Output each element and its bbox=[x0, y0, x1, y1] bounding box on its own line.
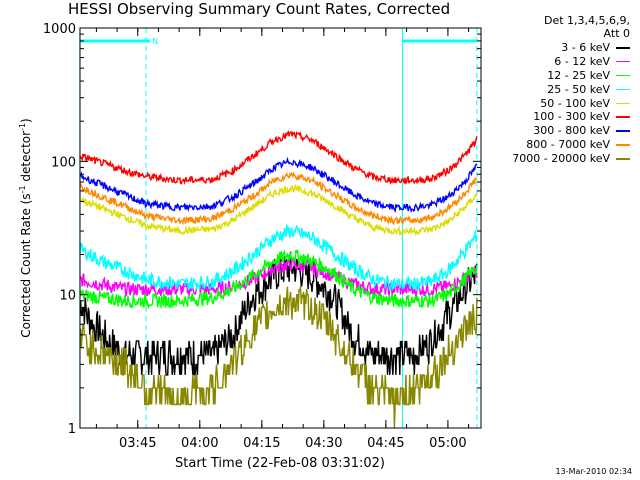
x-tick-label: 04:30 bbox=[305, 436, 342, 451]
legend-swatch bbox=[616, 88, 630, 91]
legend-item: 100 - 300 keV bbox=[482, 110, 632, 124]
legend-label: 100 - 300 keV bbox=[533, 110, 610, 124]
generation-timestamp: 13-Mar-2010 02:34 bbox=[555, 467, 633, 476]
legend-swatch bbox=[616, 74, 630, 77]
legend-label: 25 - 50 keV bbox=[547, 82, 610, 96]
plot-frame bbox=[79, 27, 482, 429]
x-tick-label: 04:00 bbox=[181, 436, 218, 451]
legend-swatch bbox=[616, 158, 630, 160]
y-tick-label: 100 bbox=[51, 155, 76, 170]
legend-header: Det 1,3,4,5,6,9, Att 0 bbox=[480, 14, 630, 40]
series-line-7 bbox=[79, 156, 478, 214]
series-line-3 bbox=[79, 249, 478, 310]
chart-title: HESSI Observing Summary Count Rates, Cor… bbox=[68, 0, 451, 18]
x-tick-label: 05:00 bbox=[429, 436, 466, 451]
legend-item: 12 - 25 keV bbox=[482, 69, 632, 83]
legend-label: 50 - 100 keV bbox=[540, 96, 610, 110]
y-tick-label: 10 bbox=[59, 289, 76, 304]
legend-item: 300 - 800 keV bbox=[482, 124, 632, 138]
legend-swatch bbox=[616, 102, 630, 105]
legend-swatch bbox=[616, 130, 630, 132]
y-tick-label: 1 bbox=[68, 422, 76, 437]
legend-label: 7000 - 20000 keV bbox=[512, 152, 610, 166]
legend-item: 25 - 50 keV bbox=[482, 83, 632, 97]
legend-swatch bbox=[616, 116, 630, 118]
legend-item: 7000 - 20000 keV bbox=[482, 152, 632, 166]
legend-label: 12 - 25 keV bbox=[547, 68, 610, 82]
series-line-8 bbox=[79, 171, 478, 226]
x-tick-label: 04:15 bbox=[243, 436, 280, 451]
legend-swatch bbox=[616, 60, 630, 63]
legend-item: 800 - 7000 keV bbox=[482, 138, 632, 152]
legend-label: 800 - 7000 keV bbox=[526, 138, 610, 152]
x-axis: 03:45 04:00 04:15 04:30 04:45 05:00 bbox=[95, 28, 470, 451]
series-line-6 bbox=[79, 130, 478, 186]
legend-item: 50 - 100 keV bbox=[482, 97, 632, 111]
flag-bars: N bbox=[79, 37, 477, 46]
x-tick-label: 04:45 bbox=[367, 436, 404, 451]
legend-label: 300 - 800 keV bbox=[533, 124, 610, 138]
series-line-5 bbox=[79, 183, 478, 237]
flag-label: N bbox=[152, 37, 158, 46]
legend-item: 3 - 6 keV bbox=[482, 41, 632, 55]
legend-item: 6 - 12 keV bbox=[482, 55, 632, 69]
series-line-4 bbox=[79, 223, 478, 291]
legend-swatch bbox=[616, 144, 630, 146]
legend-header-line: Att 0 bbox=[603, 27, 630, 40]
legend-swatch bbox=[616, 47, 630, 49]
legend-label: 3 - 6 keV bbox=[561, 41, 610, 54]
legend-label: 6 - 12 keV bbox=[554, 54, 610, 68]
orbit-markers bbox=[79, 28, 478, 428]
y-axis-label: Corrected Count Rate (s-1 detector-1) bbox=[18, 118, 33, 337]
series-line-1 bbox=[79, 251, 478, 376]
legend-header-line: Det 1,3,4,5,6,9, bbox=[543, 14, 630, 27]
x-axis-label: Start Time (22-Feb-08 03:31:02) bbox=[175, 456, 385, 471]
y-tick-label: 1000 bbox=[43, 22, 76, 37]
x-tick-label: 03:45 bbox=[119, 436, 156, 451]
legend: 3 - 6 keV 6 - 12 keV 12 - 25 keV 25 - 50 ke… bbox=[482, 41, 632, 166]
series-lines bbox=[79, 130, 478, 429]
y-axis: 1 10 100 1000 bbox=[43, 22, 481, 437]
series-line-9 bbox=[79, 286, 478, 429]
